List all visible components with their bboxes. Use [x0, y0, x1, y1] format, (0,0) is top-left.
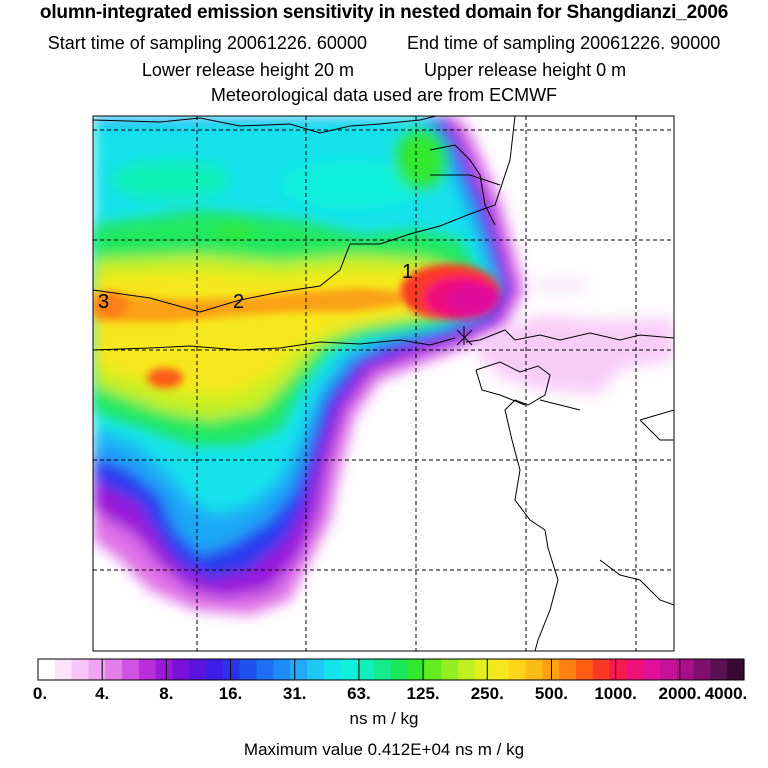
colorbar-cell [239, 659, 258, 680]
colorbar-cell [290, 659, 308, 680]
colorbar-cell [222, 659, 241, 680]
map-frame [92, 115, 675, 652]
contour-label-3: 3 [98, 291, 109, 313]
colorbar-cell [676, 659, 695, 680]
colorbar-cell [525, 659, 543, 680]
met-data-label: Meteorological data used are from ECMWF [210, 85, 558, 105]
coastline [93, 116, 674, 651]
colorbar-cell [391, 659, 409, 680]
lower-release-height-label: Lower release height 20 m [141, 60, 354, 80]
contour-label-1: 1 [402, 261, 413, 283]
colorbar-cell [727, 659, 745, 680]
lat-lon-grid [93, 116, 674, 651]
colorbar-cell [357, 659, 375, 680]
colorbar-cell [592, 659, 611, 680]
colorbar-cell [626, 659, 644, 680]
colorbar-cell [189, 659, 207, 680]
colorbar-cells [38, 659, 745, 680]
end-time-label: End time of sampling 20061226. 90000 [407, 33, 721, 53]
colorbar-cell [424, 659, 443, 680]
colorbar-cell [475, 659, 493, 680]
colorbar-tick-label: 250. [470, 684, 504, 703]
colorbar-cell [306, 659, 325, 680]
colorbar-cell [575, 659, 594, 680]
colorbar-cell [559, 659, 577, 680]
contour-label-2: 2 [233, 291, 244, 313]
colorbar-tick-label: 125. [406, 684, 440, 703]
colorbar-cell [659, 659, 678, 680]
colorbar-tick-label: 16. [218, 684, 243, 703]
colorbar-cell [491, 659, 510, 680]
colorbar-cell [407, 659, 426, 680]
colorbar-cell [323, 659, 342, 680]
colorbar-cell [508, 659, 527, 680]
colorbar-cell [38, 659, 56, 680]
colorbar-tick-label: 500. [534, 684, 568, 703]
colorbar-cell [710, 659, 728, 680]
release-point-marker [456, 326, 473, 346]
colorbar-tick-label: 4000. [704, 684, 748, 703]
colorbar-cell [88, 659, 106, 680]
plot-title: olumn-integrated emission sensitivity in… [39, 2, 729, 23]
colorbar-frame [37, 658, 745, 681]
maximum-value-label: Maximum value 0.412E+04 ns m / kg [243, 740, 525, 759]
upper-release-height-label: Upper release height 0 m [424, 60, 627, 80]
colorbar-cell [458, 659, 476, 680]
colorbar-cell [206, 659, 224, 680]
start-time-label: Start time of sampling 20061226. 60000 [47, 33, 367, 53]
colorbar-tick-label: 63. [347, 684, 371, 703]
colorbar-cell [138, 659, 157, 680]
colorbar-cell [54, 659, 73, 680]
colorbar-tick-label: 4. [95, 684, 110, 703]
release-height-line: Lower release height 20 m Upper release … [0, 60, 768, 81]
colorbar-cell [155, 659, 174, 680]
colorbar-tick-label: 1000. [594, 684, 637, 703]
colorbar-cell [172, 659, 190, 680]
colorbar-cell [122, 659, 140, 680]
colorbar-cell [441, 659, 459, 680]
colorbar-cell [374, 659, 392, 680]
colorbar-cell [609, 659, 627, 680]
colorbar-cell [105, 659, 123, 680]
colorbar-cell [693, 659, 711, 680]
sampling-time-line: Start time of sampling 20061226. 60000 E… [0, 33, 768, 54]
colorbar-tick-label: 8. [159, 684, 174, 703]
colorbar-cell [643, 659, 661, 680]
colorbar-tick-label: 2000. [658, 684, 702, 703]
colorbar-cell [340, 659, 358, 680]
colorbar-cell [273, 659, 291, 680]
colorbar-cell [71, 659, 90, 680]
colorbar-tick-label: 31. [282, 684, 307, 703]
colorbar-units-label: ns m / kg [349, 709, 419, 728]
colorbar-cell [256, 659, 274, 680]
colorbar-tick-label: 0. [32, 684, 48, 703]
